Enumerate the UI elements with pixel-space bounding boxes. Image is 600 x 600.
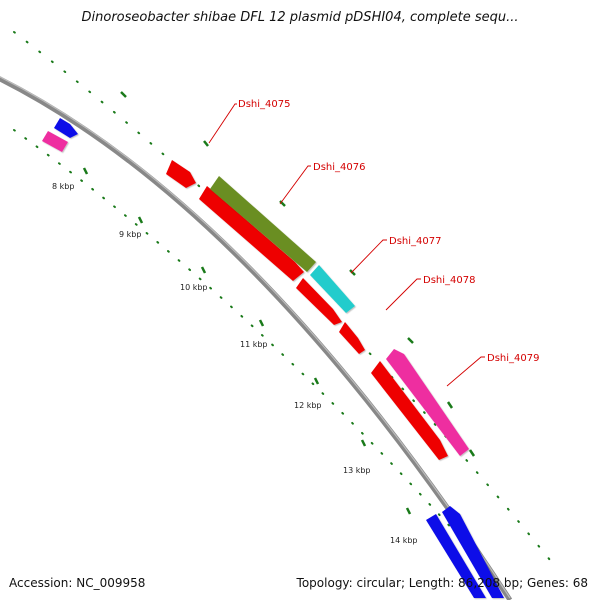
gene-magenta-top-left xyxy=(42,131,68,152)
inner-major-ticks xyxy=(82,167,412,515)
gene-red-long-1 xyxy=(199,186,304,281)
gene-cyan-dshi-4077 xyxy=(310,265,355,313)
gene-label-dshi-4075: Dshi_4075 xyxy=(238,99,290,110)
kbp-label-14: 14 kbp xyxy=(390,536,418,545)
kbp-label-9: 9 kbp xyxy=(119,230,141,239)
gene-blue-bottom-2 xyxy=(442,506,504,598)
kbp-label-13: 13 kbp xyxy=(343,466,371,475)
gene-label-dshi-4079: Dshi_4079 xyxy=(487,353,539,364)
backbone-highlight xyxy=(0,76,511,599)
outer-major-ticks xyxy=(120,91,476,457)
accession-text: Accession: NC_009958 xyxy=(9,576,146,590)
gene-blue-bottom-1 xyxy=(426,514,486,598)
gene-olive-dshi-4076 xyxy=(210,176,316,272)
inner-tick-row xyxy=(13,129,481,561)
gene-label-dshi-4078: Dshi_4078 xyxy=(423,275,475,286)
kbp-label-11: 11 kbp xyxy=(240,340,268,349)
gene-label-dshi-4076: Dshi_4076 xyxy=(313,162,365,173)
backbone-ring xyxy=(0,76,513,600)
kbp-label-8: 8 kbp xyxy=(52,182,74,191)
gene-leader-lines xyxy=(208,103,485,387)
topology-text: Topology: circular; Length: 86,208 bp; G… xyxy=(296,576,588,590)
kbp-label-10: 10 kbp xyxy=(180,283,208,292)
gene-red-dshi-4075 xyxy=(166,160,196,188)
gene-label-dshi-4077: Dshi_4077 xyxy=(389,236,441,247)
kbp-label-12: 12 kbp xyxy=(294,401,322,410)
gene-blue-arrow-top-left xyxy=(54,118,78,138)
gene-magenta-dshi-4079 xyxy=(386,349,469,456)
outer-tick-row xyxy=(13,31,551,561)
gene-red-dshi-4077 xyxy=(296,278,342,325)
gene-red-dshi-4078 xyxy=(339,322,365,354)
gene-red-long-2 xyxy=(371,361,448,460)
map-title: Dinoroseobacter shibae DFL 12 plasmid pD… xyxy=(81,10,519,25)
